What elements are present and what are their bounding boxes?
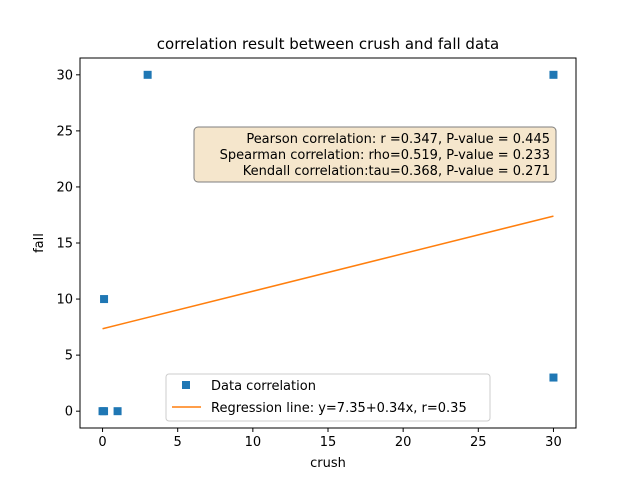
y-tick-label-10: 10 <box>56 293 73 308</box>
x-tick-label-30: 30 <box>545 435 562 450</box>
legend-marker-square <box>182 381 190 389</box>
chart-title: correlation result between crush and fal… <box>157 35 499 53</box>
stats-spearman: Spearman correlation: rho=0.519, P-value… <box>220 148 550 163</box>
y-ticks: 0 5 10 15 20 25 30 <box>56 68 80 420</box>
stats-pearson: Pearson correlation: r =0.347, P-value =… <box>246 132 550 147</box>
legend-label-data: Data correlation <box>211 379 316 394</box>
data-point-5 <box>549 70 558 79</box>
data-point-4 <box>143 70 152 79</box>
y-axis-label: fall <box>32 233 47 253</box>
data-point-2 <box>113 407 122 416</box>
x-ticks: 0 5 10 15 20 25 30 <box>98 428 562 450</box>
x-tick-label-15: 15 <box>320 435 337 450</box>
data-point-1 <box>100 407 109 416</box>
x-tick-label-0: 0 <box>98 435 106 450</box>
stats-box-background <box>193 126 557 183</box>
legend: Data correlation Regression line: y=7.35… <box>165 373 491 422</box>
regression-line <box>102 215 554 330</box>
y-tick-label-20: 20 <box>56 180 73 195</box>
stats-box: Pearson correlation: r =0.347, P-value =… <box>193 126 557 183</box>
data-point-3 <box>100 295 109 304</box>
x-tick-label-5: 5 <box>174 435 182 450</box>
data-point-6 <box>549 373 558 382</box>
x-axis-label: crush <box>310 456 346 471</box>
plot-background <box>80 58 576 428</box>
y-tick-label-30: 30 <box>56 68 73 83</box>
y-tick-label-0: 0 <box>65 405 73 420</box>
x-tick-label-10: 10 <box>245 435 262 450</box>
y-tick-label-5: 5 <box>65 349 73 364</box>
legend-label-regression: Regression line: y=7.35+0.34x, r=0.35 <box>211 401 467 416</box>
y-tick-label-25: 25 <box>56 124 73 139</box>
stats-kendall: Kendall correlation:tau=0.368, P-value =… <box>243 164 550 179</box>
legend-frame <box>165 373 491 422</box>
x-tick-label-20: 20 <box>395 435 412 450</box>
x-tick-label-25: 25 <box>470 435 487 450</box>
marks-layer <box>98 70 558 416</box>
y-tick-label-15: 15 <box>56 237 73 252</box>
